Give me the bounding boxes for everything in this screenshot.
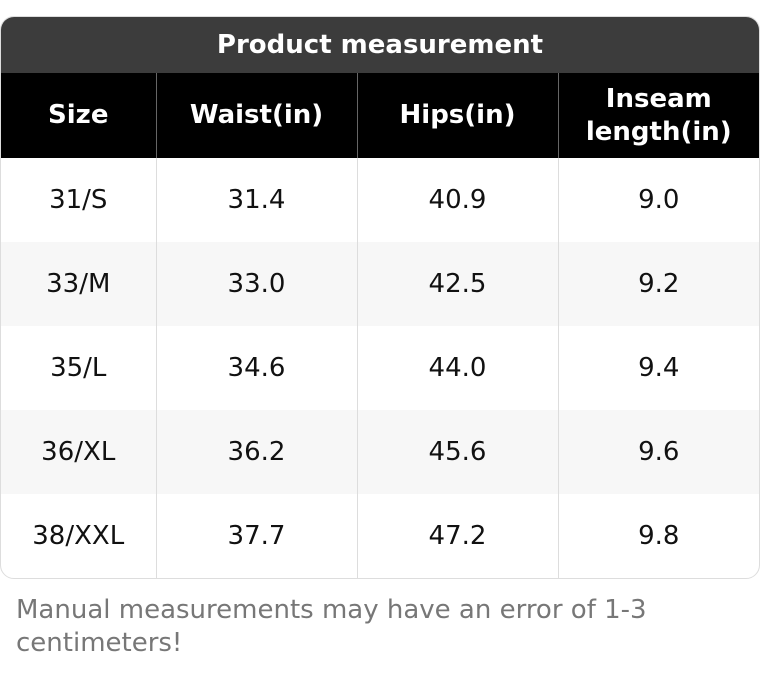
table-body: 31/S 31.4 40.9 9.0 33/M 33.0 42.5 9.2 35/L 34.6 44… [1,158,759,578]
table-cell: 9.4 [557,326,759,410]
table-cell: 33.0 [155,242,357,326]
table-cell: 35/L [50,353,107,383]
table-cell: 45.6 [356,410,558,494]
table-cell: 33/M [1,242,156,326]
table-cell: 31/S [49,185,108,215]
table-cell: 9.2 [557,242,759,326]
header-cell: Hips(in) [356,73,558,158]
measurement-card: Product measurement Size Waist(in) Hips(in… [0,16,760,579]
table-cell: 9.0 [557,158,759,242]
table-cell: 42.5 [356,242,558,326]
header-row: Size Waist(in) Hips(in) Inseam length(in) [1,73,759,158]
header-cell: Inseam length(in) [557,73,759,158]
table-cell: 9.6 [557,410,759,494]
table-row: 35/L 34.6 44.0 9.4 [1,326,759,410]
header-cell: Size [1,73,156,158]
table-cell: 37.7 [155,494,357,578]
table-cell: 47.2 [356,494,558,578]
table-cell: 31.4 [155,158,357,242]
header-cell: Waist(in) [155,73,357,158]
table-cell: 34.6 [155,326,357,410]
table-cell: 40.9 [356,158,558,242]
table-cell: 44.0 [356,326,558,410]
table-row: 31/S 31.4 40.9 9.0 [1,158,759,242]
table-cell: 36/XL [1,410,156,494]
table-row: 36/XL 36.2 45.6 9.6 [1,410,759,494]
table-row: 33/M 33.0 42.5 9.2 [1,242,759,326]
table-cell: 38/XXL [32,521,125,551]
table-row: 38/XXL 37.7 47.2 9.8 [1,494,759,578]
table-cell: 9.8 [557,494,759,578]
measurement-table: Size Waist(in) Hips(in) Inseam length(in) 3… [1,73,759,578]
table-title: Product measurement [1,17,759,73]
footnote: Manual measurements may have an error of… [16,595,647,658]
table-cell: 36.2 [155,410,357,494]
